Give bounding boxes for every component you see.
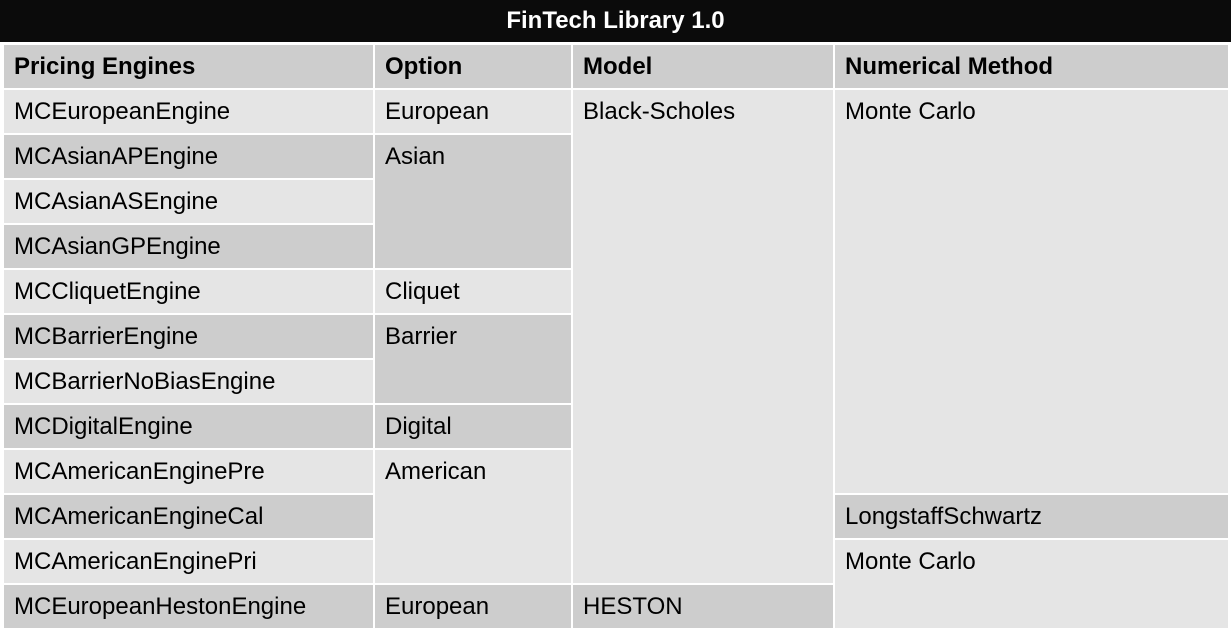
- engine-cell: MCAmericanEnginePri: [2, 538, 375, 585]
- engine-cell: MCAsianGPEngine: [2, 223, 375, 270]
- header-row: Pricing Engines Option Model Numerical M…: [2, 43, 1230, 90]
- option-cell: Barrier: [373, 313, 573, 405]
- table-row: MCAsianAPEngine Asian: [2, 133, 1229, 270]
- header-model: Model: [571, 43, 835, 90]
- table-row: MCBarrierNoBiasEngine: [2, 358, 1229, 405]
- option-cell: Digital: [373, 403, 573, 450]
- engine-cell: MCCliquetEngine: [2, 268, 375, 315]
- engine-cell: MCEuropeanHestonEngine: [2, 583, 375, 630]
- model-cell: HESTON: [571, 583, 835, 630]
- engine-cell: MCBarrierNoBiasEngine: [2, 358, 375, 405]
- table-row: MCAmericanEnginePri Monte Carlo: [2, 538, 1230, 630]
- table-row: MCAmericanEngineCal LongstaffSchwartz: [2, 493, 1230, 540]
- method-cell: Monte Carlo: [833, 88, 1230, 495]
- table-row: MCAsianASEngine: [2, 178, 1229, 225]
- model-cell: Black-Scholes: [571, 88, 835, 585]
- engine-cell: MCDigitalEngine: [2, 403, 375, 450]
- option-cell: European: [373, 88, 573, 135]
- table-row: MCEuropeanEngine European Black-Scholes …: [2, 88, 1230, 585]
- table-row: MCAmericanEnginePre American: [2, 448, 1229, 585]
- table-row: MCDigitalEngine Digital: [2, 403, 1229, 450]
- option-cell: American: [373, 448, 573, 585]
- option-cell: Asian: [373, 133, 573, 270]
- option-cell: Cliquet: [373, 268, 573, 315]
- method-cell: LongstaffSchwartz: [833, 493, 1230, 540]
- option-cell: European: [373, 583, 573, 630]
- library-title: FinTech Library 1.0: [0, 0, 1231, 42]
- header-pricing-engines: Pricing Engines: [2, 43, 375, 90]
- engine-cell: MCEuropeanEngine: [2, 88, 375, 135]
- table-row: MCBarrierEngine Barrier: [2, 313, 1229, 405]
- table-row: MCCliquetEngine Cliquet: [2, 268, 1229, 315]
- table-row: MCEuropeanHestonEngine European HESTON: [2, 583, 1229, 630]
- header-option: Option: [373, 43, 573, 90]
- engine-cell: MCAmericanEngineCal: [2, 493, 375, 540]
- engine-cell: MCBarrierEngine: [2, 313, 375, 360]
- method-cell: Monte Carlo: [833, 538, 1230, 630]
- header-numerical-method: Numerical Method: [833, 43, 1230, 90]
- engine-cell: MCAsianAPEngine: [2, 133, 375, 180]
- engine-cell: MCAmericanEnginePre: [2, 448, 375, 495]
- engine-cell: MCAsianASEngine: [2, 178, 375, 225]
- engine-table: Pricing Engines Option Model Numerical M…: [2, 43, 1230, 630]
- table-row: MCAsianGPEngine: [2, 223, 1229, 270]
